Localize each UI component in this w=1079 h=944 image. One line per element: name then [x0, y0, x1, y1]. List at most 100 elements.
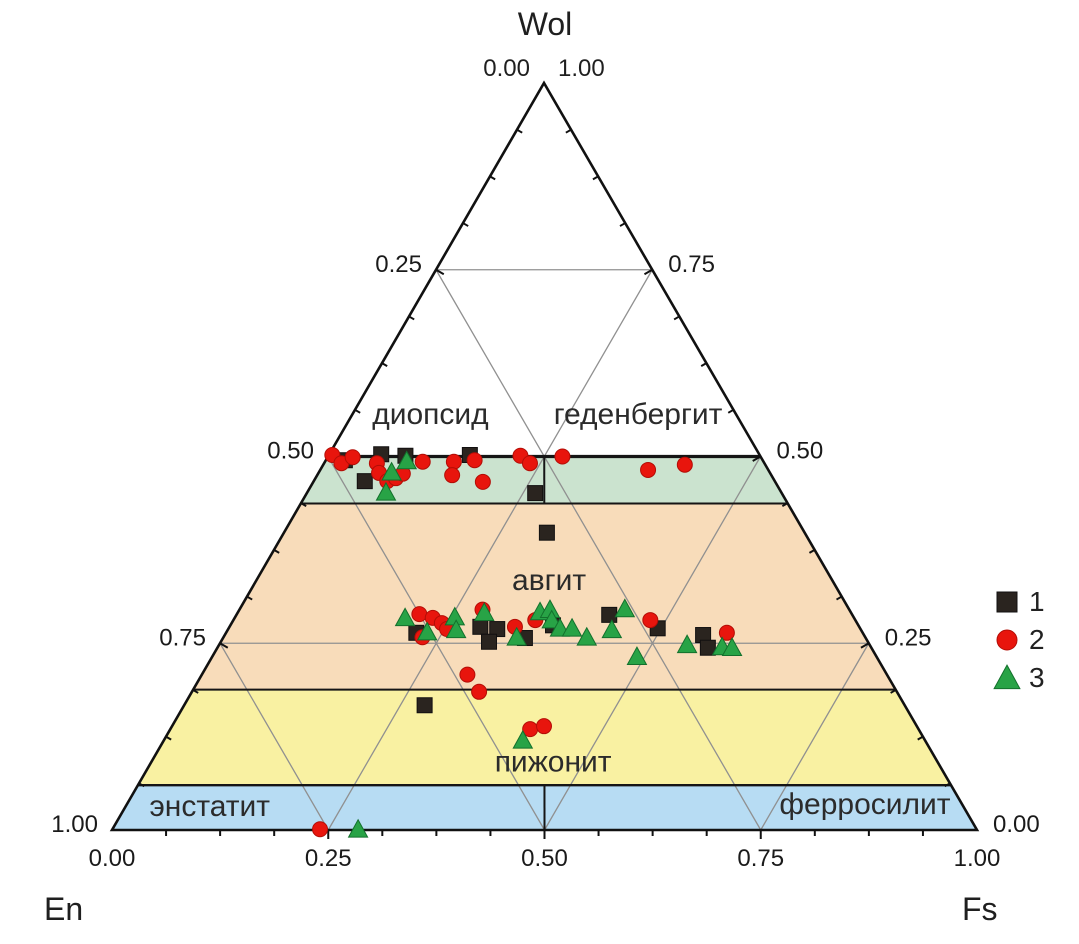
data-point-triangle: [676, 634, 698, 654]
tick-right: [917, 735, 924, 741]
tick-left: [219, 642, 229, 649]
gridline-fs: [760, 642, 870, 831]
tick-right: [727, 408, 734, 414]
field-label-diopside-hedenbergite-band: геденбергит: [554, 398, 723, 431]
bottom-axis-tick-label: 1.00: [954, 845, 1001, 872]
data-point-square: [416, 697, 433, 714]
data-point-triangle: [561, 617, 583, 637]
tick-right: [619, 222, 626, 227]
left-axis-tick-label: 1.00: [51, 811, 98, 838]
data-point-triangle: [375, 481, 397, 501]
data-point-circle: [445, 453, 462, 470]
tick-left: [435, 268, 445, 276]
tick-left: [165, 735, 172, 741]
bottom-axis-tick-label: 0.75: [737, 845, 784, 872]
tick-right: [700, 362, 707, 367]
gridline-fs: [327, 269, 653, 831]
tick-right: [808, 549, 816, 554]
data-point-triangle: [993, 664, 1021, 690]
data-point-triangle: [541, 609, 563, 629]
data-point-square: [356, 473, 373, 490]
field-label-diopside-hedenbergite-band: диопсид: [372, 398, 488, 431]
data-point-circle: [414, 453, 431, 470]
data-point-triangle: [381, 461, 402, 481]
tick-left: [462, 222, 469, 227]
data-point-square: [489, 621, 506, 638]
data-point-triangle: [473, 602, 495, 621]
left-axis-tick-label: 0.75: [159, 624, 206, 651]
corner-title-en: En: [44, 891, 84, 927]
tick-left: [138, 782, 145, 788]
data-point-circle: [640, 461, 657, 478]
data-point-triangle: [394, 607, 416, 627]
left-axis-tick-label: 0.50: [267, 438, 314, 465]
data-point-circle: [444, 467, 461, 484]
data-point-square: [996, 591, 1018, 613]
legend-row: 1: [993, 583, 1045, 621]
tick-right: [592, 175, 599, 181]
data-point-square: [601, 606, 618, 623]
tick-left: [516, 128, 523, 134]
right-axis-tick-label: 0.00: [993, 811, 1040, 838]
legend-marker-circle-icon: [993, 626, 1021, 654]
data-point-triangle: [614, 598, 636, 618]
data-point-square: [527, 485, 544, 502]
right-axis-tick-label: 0.75: [668, 251, 715, 278]
data-point-circle: [474, 473, 491, 490]
tick-left: [354, 408, 361, 414]
bottom-axis-tick-label: 0.50: [521, 845, 568, 872]
tick-right: [643, 268, 653, 276]
tick-left: [381, 362, 388, 367]
gridline-en: [435, 269, 762, 831]
field-labels: диопсид геденбергит авгит пижонит энстатит фе…: [149, 398, 950, 823]
gridline-fs: [543, 456, 762, 831]
field-label-augite: авгит: [512, 564, 586, 597]
tick-right: [673, 315, 680, 321]
right-axis-tick-label: 0.50: [777, 438, 824, 465]
data-point-square: [538, 524, 555, 541]
data-point-triangle: [506, 626, 528, 646]
legend-marker-square-icon: [993, 588, 1021, 616]
apex-tick-left: 0.00: [483, 55, 530, 82]
data-point-circle: [535, 718, 552, 735]
data-point-circle: [471, 683, 488, 700]
data-point-square: [481, 633, 498, 650]
data-point-circle: [411, 606, 428, 623]
data-point-triangle: [626, 646, 648, 666]
data-point-triangle: [347, 818, 369, 838]
legend-marker-triangle-icon: [993, 664, 1021, 692]
legend-label: 3: [1029, 662, 1045, 693]
data-point-square: [699, 639, 716, 656]
tick-right: [860, 642, 870, 649]
tick-right: [944, 782, 951, 788]
bottom-axis-tick-label: 0.25: [305, 845, 352, 872]
axis-tick-labels: 0.25 0.50 0.75 1.00 0.75 0.50 0.25 0.00 0.00 0.25…: [51, 251, 1039, 872]
data-point-triangle: [721, 637, 743, 657]
tick-right: [835, 595, 843, 601]
ternary-gridlines: [219, 269, 870, 831]
field-pigeonite: [137, 689, 951, 786]
right-axis-tick-label: 0.25: [885, 624, 932, 651]
series-3-points: [347, 450, 743, 838]
data-point-circle: [642, 612, 659, 629]
tick-left: [489, 175, 496, 181]
data-point-circle: [521, 455, 538, 472]
data-point-circle: [996, 629, 1018, 651]
left-axis-tick-label: 0.25: [375, 251, 422, 278]
field-label-enstatite-ferrosilite-band: ферросилит: [779, 788, 950, 821]
tick-right: [890, 689, 897, 694]
data-point-triangle: [416, 621, 438, 641]
data-point-triangle: [445, 619, 467, 639]
data-point-triangle: [601, 619, 623, 639]
data-point-circle: [718, 624, 735, 641]
gridline-en: [219, 642, 329, 831]
apex-title-wol: Wol: [517, 6, 573, 42]
tick-left: [192, 689, 199, 694]
data-point-triangle: [576, 626, 598, 646]
bottom-axis-tick-label: 0.00: [89, 845, 136, 872]
field-label-pigeonite: пижонит: [495, 745, 612, 778]
corner-title-fs: Fs: [962, 891, 998, 927]
data-point-circle: [466, 452, 483, 469]
tick-left: [300, 502, 307, 508]
